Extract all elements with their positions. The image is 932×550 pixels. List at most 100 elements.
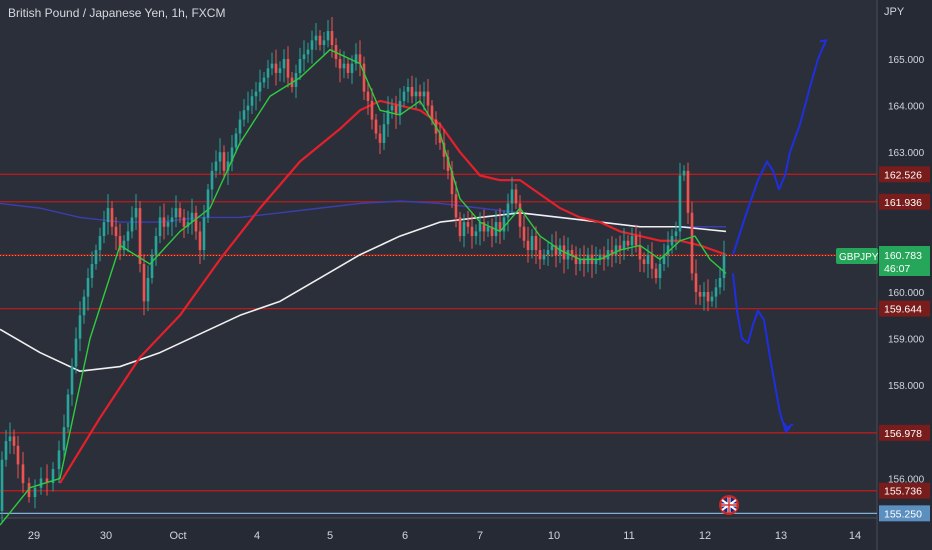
candle-body [0, 459, 4, 512]
candle-body [82, 296, 86, 316]
current-price-label: 160.783 [884, 250, 922, 262]
y-tick-label: 164.000 [888, 102, 925, 113]
price-scale-currency: JPY [884, 6, 905, 18]
y-tick-label: 156.000 [888, 474, 925, 485]
candle-body [514, 189, 518, 204]
candle-body [614, 245, 618, 255]
candle-body [126, 231, 130, 241]
level-label-box [879, 424, 930, 441]
candle-body [446, 156, 450, 171]
candle-body [358, 54, 362, 64]
candle-body [702, 292, 706, 297]
candle-body [242, 110, 246, 120]
candle-body [658, 264, 662, 279]
candle-body [526, 240, 530, 251]
projection-down-path [732, 273, 791, 433]
candle-body [278, 68, 282, 73]
ma-mid-line [59, 99, 727, 484]
candle-body [490, 226, 494, 237]
candle-body [130, 217, 134, 232]
candle-body [262, 77, 266, 83]
x-tick-label: 4 [254, 530, 260, 542]
candle-body [70, 366, 74, 395]
candle-body [374, 119, 378, 134]
candle-body [12, 436, 16, 446]
candle-body [206, 189, 210, 218]
candle-body [222, 152, 226, 171]
candle-body [21, 464, 25, 484]
candle-body [218, 152, 222, 162]
x-tick-label: 7 [477, 530, 483, 542]
y-tick-label: 160.000 [888, 288, 925, 299]
candle-body [378, 133, 382, 143]
candle-body [406, 86, 410, 92]
candle-body [350, 63, 354, 73]
x-tick-label: 11 [623, 530, 634, 542]
level-label: 156.978 [884, 428, 922, 440]
candle-body [346, 63, 350, 73]
candle-body [506, 203, 510, 218]
level-label-box [879, 505, 930, 522]
candle-body [362, 63, 366, 92]
countdown-label: 46:07 [884, 263, 910, 275]
candle-body [306, 49, 310, 55]
candle-body [270, 63, 274, 69]
candle-body [438, 133, 442, 143]
candle-body [582, 259, 586, 265]
candle-body [102, 222, 106, 237]
x-tick-label: 12 [699, 530, 711, 542]
candle-body [202, 217, 206, 251]
candle-body [666, 245, 670, 255]
candle-body [122, 240, 126, 251]
candle-body [482, 222, 486, 232]
candle-body [518, 203, 522, 227]
candle-body [554, 245, 558, 255]
candle-body [254, 91, 258, 97]
candle-body [622, 240, 626, 251]
candle-body [4, 441, 8, 460]
candle-body [678, 175, 682, 232]
level-label: 155.250 [884, 508, 922, 520]
candle-body [618, 245, 622, 251]
candle-body [286, 59, 290, 78]
candle-body [578, 259, 582, 265]
candle-body [398, 100, 402, 115]
candle-body [530, 236, 534, 251]
candle-body [498, 222, 502, 232]
candle-body [566, 250, 570, 260]
candle-body [598, 254, 602, 260]
candle-body [330, 31, 334, 46]
candle-body [502, 217, 506, 232]
candle-body [150, 254, 154, 279]
candle-body [322, 40, 326, 46]
candle-body [74, 338, 78, 367]
candle-body [646, 254, 650, 265]
candle-body [510, 189, 514, 204]
candle-body [682, 170, 686, 176]
candle-body [718, 278, 722, 288]
candle-body [310, 40, 314, 50]
time-axis [0, 518, 877, 550]
candle-body [134, 208, 138, 218]
candle-body [274, 63, 278, 73]
candle-body [246, 105, 250, 111]
candle-body [238, 119, 242, 134]
candle-body [630, 236, 634, 246]
candle-body [722, 254, 726, 279]
uk-flag-event-icon[interactable] [719, 495, 739, 515]
candle-body [450, 170, 454, 195]
candle-body [230, 147, 234, 162]
candle-body [298, 59, 302, 73]
candle-body [634, 236, 638, 246]
candle-body [114, 226, 118, 237]
candle-body [110, 208, 114, 227]
candle-body [626, 240, 630, 246]
candle-body [182, 217, 186, 227]
candle-body [570, 250, 574, 255]
candle-body [98, 236, 102, 251]
projection-up-path [732, 39, 827, 256]
candle-body [414, 91, 418, 97]
candle-body [698, 292, 702, 297]
